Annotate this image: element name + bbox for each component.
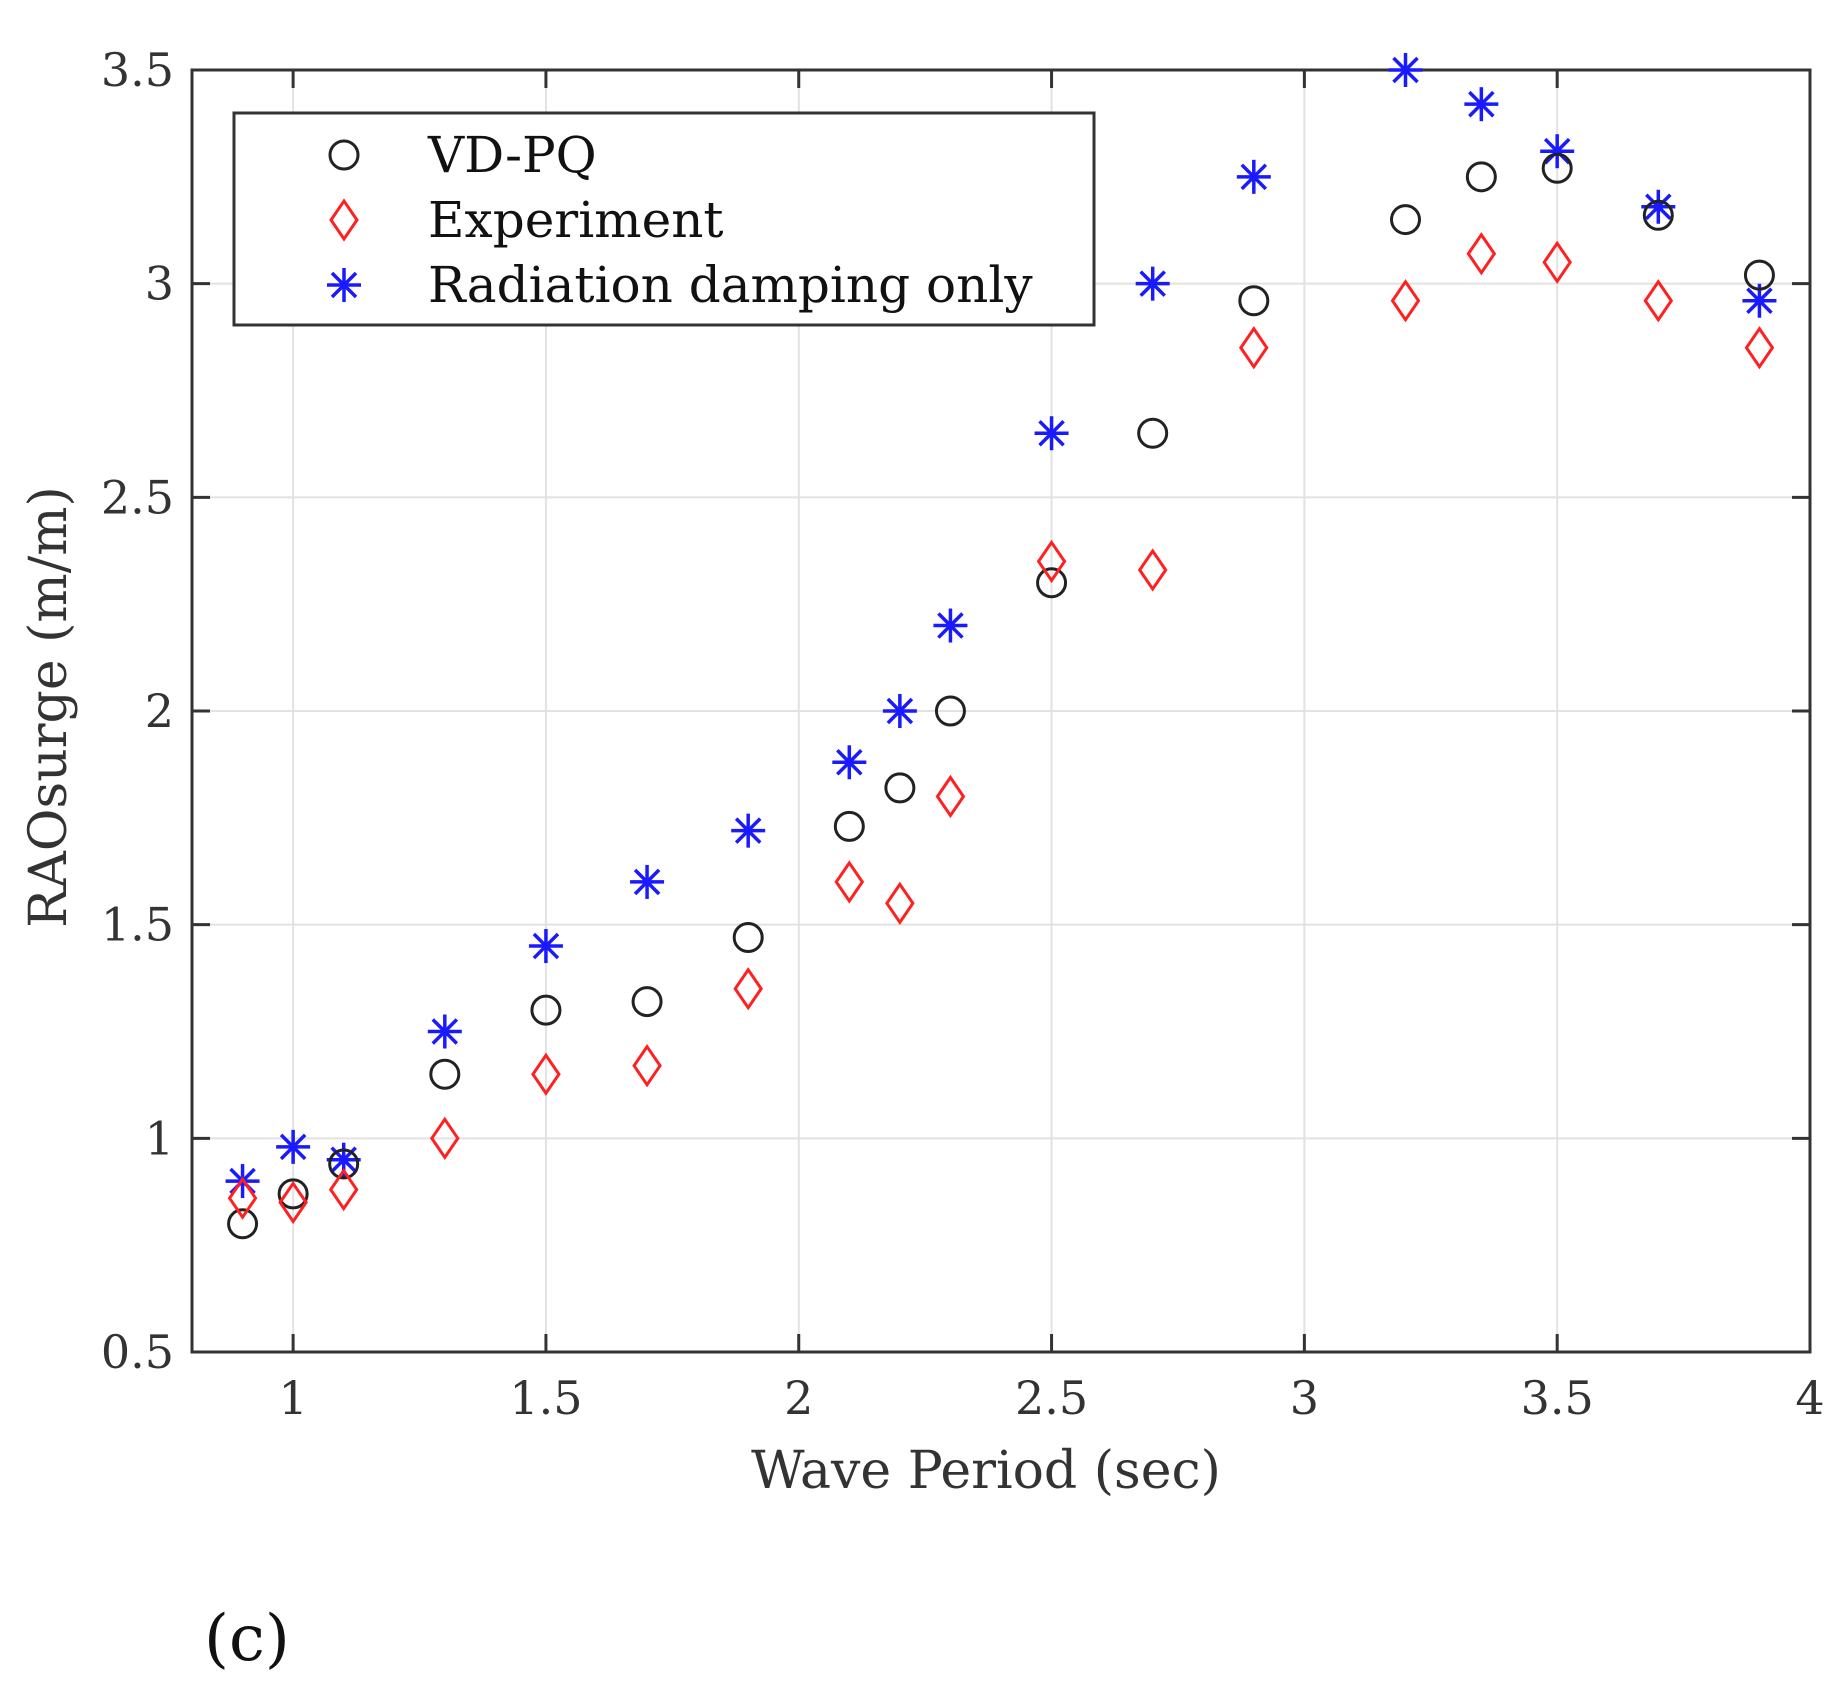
vd-pq-point <box>328 1148 360 1180</box>
y-tick-label: 0.5 <box>101 1325 174 1379</box>
radiation-damping-only-point <box>1135 266 1170 301</box>
vd-pq-point <box>530 994 562 1026</box>
experiment-point <box>1466 232 1497 276</box>
legend-marker-radiation-damping-only <box>327 268 361 302</box>
experiment-point <box>885 881 915 925</box>
y-axis-label: RAOsurge (m/m) <box>19 486 79 928</box>
vd-pq-point <box>277 1178 309 1210</box>
y-tick-labels: 0.5 1 1.5 2 2.5 3 3.5 <box>101 43 174 1379</box>
vd-pq-point <box>833 810 865 842</box>
experiment-point <box>1744 326 1775 370</box>
experiment-point <box>1238 326 1269 370</box>
vd-pq-point <box>227 1208 259 1240</box>
series-vd-pq <box>227 152 1775 1240</box>
series-experiment <box>227 232 1775 1225</box>
legend-box <box>232 111 1096 327</box>
radiation-damping-only-point <box>1388 53 1423 87</box>
axis-ticks <box>192 68 1812 1354</box>
x-axis-label: Wave Period (sec) <box>751 1441 1221 1501</box>
radiation-damping-only-point <box>276 1129 311 1164</box>
y-tick-label: 1 <box>145 1111 174 1165</box>
vd-pq-point <box>429 1058 461 1090</box>
y-tick-label: 3 <box>145 257 174 311</box>
experiment-point <box>278 1180 308 1225</box>
x-tick-label: 3 <box>1290 1371 1319 1425</box>
experiment-point <box>429 1116 460 1160</box>
experiment-point <box>935 774 966 819</box>
radiation-damping-only-point <box>933 608 968 643</box>
vd-pq-point <box>732 921 764 953</box>
legend-label-vd-pq: VD-PQ <box>427 126 597 184</box>
y-tick-label: 1.5 <box>101 898 174 952</box>
radiation-damping-only-point <box>1236 159 1271 194</box>
experiment-point <box>227 1176 258 1220</box>
vd-pq-point <box>1137 417 1169 449</box>
y-tick-label: 3.5 <box>101 43 174 97</box>
vd-pq-point <box>1541 152 1573 184</box>
y-tick-label: 2.5 <box>101 470 174 524</box>
radiation-damping-only-point <box>1034 416 1069 451</box>
legend-marker-vd-pq <box>328 139 360 171</box>
radiation-damping-only-point <box>882 694 917 728</box>
vd-pq-point <box>1390 204 1421 236</box>
legend-marker-experiment <box>329 198 359 242</box>
experiment-point <box>733 967 764 1011</box>
x-tick-label: 4 <box>1795 1371 1824 1425</box>
panel-label: (c) <box>204 1602 290 1676</box>
experiment-point <box>632 1044 662 1088</box>
data-points <box>225 53 1777 1240</box>
vd-pq-point <box>934 695 966 727</box>
radiation-damping-only-point <box>630 864 665 899</box>
radiation-damping-only-point <box>528 929 563 964</box>
x-tick-labels: 1 1.5 2 2.5 3 3.5 4 <box>278 1371 1824 1425</box>
vd-pq-point <box>1743 259 1775 291</box>
experiment-point <box>1036 539 1067 584</box>
series-radiation-damping-only <box>225 53 1777 1199</box>
experiment-point <box>328 1167 359 1212</box>
experiment-point <box>1390 279 1421 323</box>
experiment-point <box>1542 240 1573 284</box>
x-tick-label: 3.5 <box>1521 1371 1594 1425</box>
radiation-damping-only-point <box>1464 87 1499 122</box>
experiment-point <box>1643 279 1674 323</box>
x-tick-label: 1.5 <box>509 1371 582 1425</box>
radiation-damping-only-point <box>1540 134 1575 169</box>
vd-pq-point <box>1642 199 1674 231</box>
x-tick-label: 2.5 <box>1015 1371 1088 1425</box>
vd-pq-point <box>631 986 663 1018</box>
legend: VD-PQ Experiment Radiation damping only <box>232 111 1096 327</box>
vd-pq-point <box>1036 567 1068 599</box>
radiation-damping-only-point <box>731 813 766 848</box>
x-tick-label: 2 <box>784 1371 813 1425</box>
legend-label-radiation-damping-only: Radiation damping only <box>428 256 1033 314</box>
legend-label-experiment: Experiment <box>428 191 723 249</box>
radiation-damping-only-point <box>832 745 867 780</box>
experiment-point <box>834 860 865 904</box>
x-tick-label: 1 <box>278 1371 307 1425</box>
y-tick-label: 2 <box>145 684 174 738</box>
vd-pq-point <box>1465 161 1497 193</box>
radiation-damping-only-point <box>427 1014 462 1049</box>
vd-pq-point <box>1238 285 1270 317</box>
vd-pq-point <box>884 772 916 804</box>
experiment-point <box>531 1052 561 1096</box>
experiment-point <box>1137 548 1168 592</box>
